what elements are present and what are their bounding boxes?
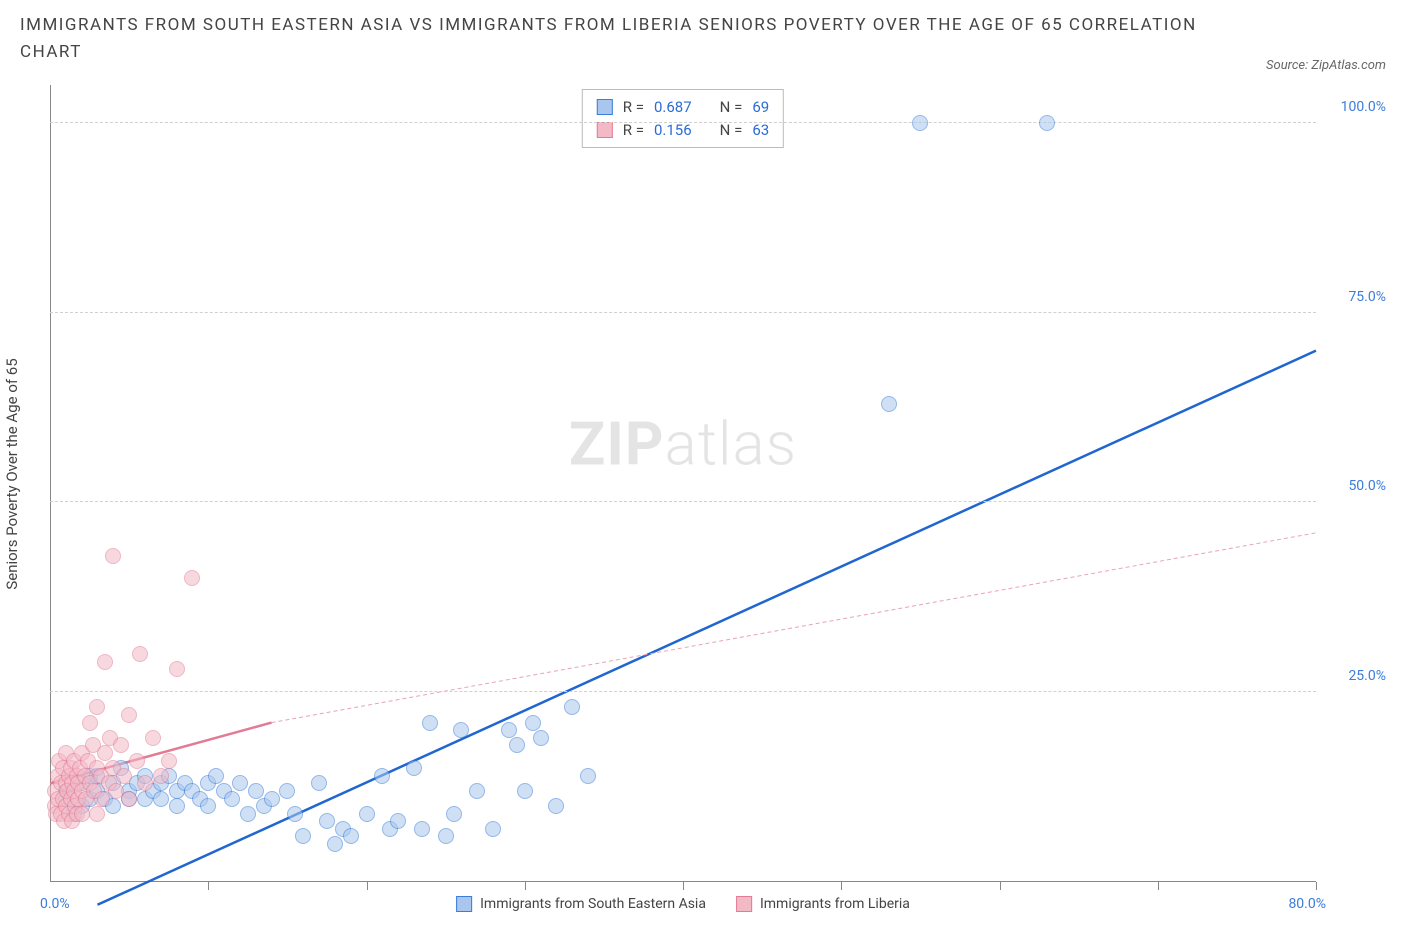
y-tick-label: 100.0% [1326, 99, 1386, 115]
legend-label-sea: Immigrants from South Eastern Asia [480, 896, 706, 912]
data-point-lib [129, 753, 145, 769]
data-point-sea [264, 791, 280, 807]
gridline [50, 312, 1316, 313]
data-point-sea [374, 768, 390, 784]
legend-label-lib: Immigrants from Liberia [760, 896, 910, 912]
r-value-sea: 0.687 [654, 96, 692, 119]
data-point-sea [517, 783, 533, 799]
y-tick-label: 25.0% [1326, 668, 1386, 684]
data-point-lib [97, 654, 113, 670]
data-point-sea [881, 396, 897, 412]
data-point-sea [422, 715, 438, 731]
data-point-sea [580, 768, 596, 784]
legend-item-lib: Immigrants from Liberia [736, 896, 910, 912]
data-point-sea [232, 775, 248, 791]
x-tick [1000, 882, 1001, 890]
r-label: R = [623, 96, 644, 119]
data-point-sea [509, 737, 525, 753]
data-point-sea [359, 806, 375, 822]
y-axis-label: Seniors Poverty Over the Age of 65 [3, 358, 21, 589]
x-tick [1316, 882, 1317, 890]
data-point-lib [137, 775, 153, 791]
data-point-lib [97, 745, 113, 761]
data-point-sea [390, 813, 406, 829]
data-point-sea [533, 730, 549, 746]
data-point-lib [169, 661, 185, 677]
x-tick [525, 882, 526, 890]
swatch-sea-icon [597, 99, 613, 115]
x-tick [367, 882, 368, 890]
data-point-lib [89, 806, 105, 822]
x-tick [841, 882, 842, 890]
data-point-lib [121, 707, 137, 723]
gridline [50, 501, 1316, 502]
data-point-lib [184, 570, 200, 586]
trend-line [272, 533, 1316, 723]
data-point-sea [319, 813, 335, 829]
data-point-sea [564, 699, 580, 715]
data-point-sea [200, 798, 216, 814]
x-axis-max-label: 80.0% [1288, 896, 1326, 912]
data-point-lib [161, 753, 177, 769]
data-point-sea [240, 806, 256, 822]
data-point-sea [279, 783, 295, 799]
chart-plot-area: ZIPatlas R = 0.687 N = 69 R = 0.156 N = … [50, 85, 1316, 882]
x-tick [208, 882, 209, 890]
legend-item-sea: Immigrants from South Eastern Asia [456, 896, 706, 912]
y-tick-label: 50.0% [1326, 478, 1386, 494]
data-point-sea [169, 798, 185, 814]
x-tick [1158, 882, 1159, 890]
data-point-lib [153, 768, 169, 784]
gridline [50, 122, 1316, 123]
data-point-sea [438, 828, 454, 844]
chart-title: IMMIGRANTS FROM SOUTH EASTERN ASIA VS IM… [20, 12, 1206, 66]
data-point-sea [153, 791, 169, 807]
legend-swatch-lib-icon [736, 896, 752, 912]
gridline [50, 691, 1316, 692]
trend-line [97, 351, 1316, 905]
data-point-sea [501, 722, 517, 738]
data-point-lib [74, 806, 90, 822]
data-point-lib [116, 768, 132, 784]
data-point-sea [343, 828, 359, 844]
data-point-lib [132, 646, 148, 662]
data-point-lib [105, 548, 121, 564]
data-point-sea [208, 768, 224, 784]
data-point-sea [912, 115, 928, 131]
x-axis-min-label: 0.0% [40, 896, 70, 912]
data-point-sea [248, 783, 264, 799]
stats-row-sea: R = 0.687 N = 69 [597, 96, 769, 119]
data-point-sea [327, 836, 343, 852]
n-value-sea: 69 [752, 96, 769, 119]
data-point-sea [311, 775, 327, 791]
data-point-sea [1039, 115, 1055, 131]
data-point-sea [446, 806, 462, 822]
data-point-sea [406, 760, 422, 776]
data-point-lib [82, 715, 98, 731]
data-point-lib [113, 737, 129, 753]
bottom-legend: Immigrants from South Eastern Asia Immig… [456, 896, 910, 912]
source-attribution: Source: ZipAtlas.com [1266, 58, 1386, 73]
correlation-stats-box: R = 0.687 N = 69 R = 0.156 N = 63 [582, 89, 784, 148]
y-tick-label: 75.0% [1326, 289, 1386, 305]
swatch-lib-icon [597, 122, 613, 138]
data-point-sea [414, 821, 430, 837]
data-point-lib [121, 791, 137, 807]
data-point-sea [224, 791, 240, 807]
data-point-sea [485, 821, 501, 837]
data-point-sea [469, 783, 485, 799]
trend-lines-layer [50, 85, 1316, 882]
data-point-sea [295, 828, 311, 844]
data-point-sea [453, 722, 469, 738]
data-point-sea [548, 798, 564, 814]
data-point-lib [145, 730, 161, 746]
data-point-sea [525, 715, 541, 731]
x-tick [683, 882, 684, 890]
data-point-lib [89, 699, 105, 715]
n-label: N = [720, 96, 743, 119]
data-point-sea [287, 806, 303, 822]
legend-swatch-sea-icon [456, 896, 472, 912]
